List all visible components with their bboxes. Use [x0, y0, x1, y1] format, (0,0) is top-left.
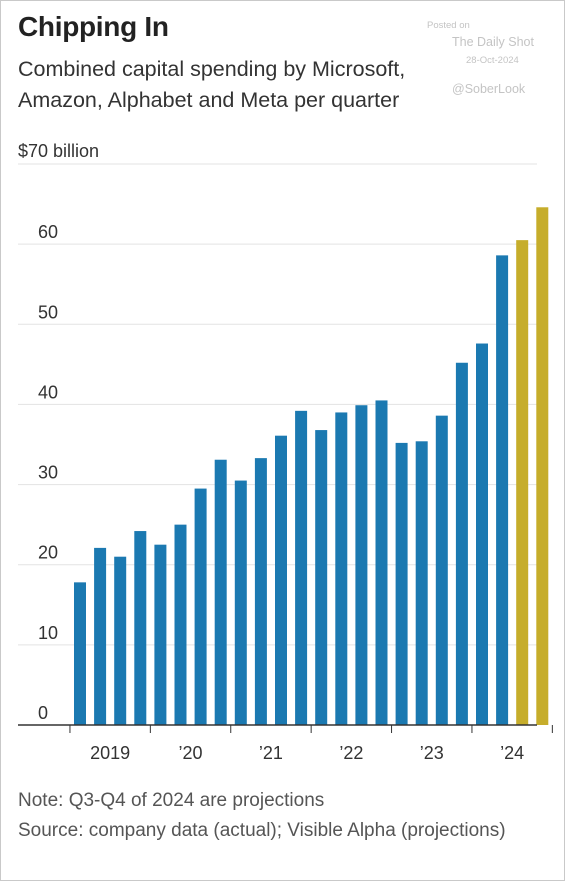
bar-2019-q1: [74, 582, 86, 725]
watermark-handle: @SoberLook: [452, 82, 526, 96]
bar-2024-q2: [496, 255, 509, 725]
bar-2023-q1: [395, 442, 408, 725]
bar-2020-q4: [214, 459, 227, 725]
bar-2023-q2: [415, 441, 428, 725]
bar-2020-q3: [194, 488, 207, 725]
y-tick-label-30: 30: [38, 463, 58, 483]
x-tick-label-3: ’22: [339, 743, 363, 763]
bar-2023-q4: [455, 362, 468, 725]
bar-2021-q2: [254, 458, 267, 725]
y-tick-label-50: 50: [38, 302, 58, 322]
bar-2024-q3: [516, 240, 529, 725]
x-tick-label-5: ’24: [500, 743, 524, 763]
chart-subtitle: Combined capital spending by Microsoft, …: [18, 57, 406, 112]
bar-2019-q2: [94, 547, 107, 725]
projection-note: Note: Q3-Q4 of 2024 are projections: [18, 790, 325, 811]
bar-2020-q2: [174, 524, 187, 725]
y-axis-unit-label: $70 billion: [18, 141, 100, 161]
y-tick-label-10: 10: [38, 623, 58, 643]
chart-title: Chipping In: [18, 11, 169, 42]
bar-2021-q1: [234, 480, 247, 725]
bar-2024-q1: [476, 343, 488, 725]
x-tick-label-1: ’20: [179, 743, 203, 763]
watermark-posted: Posted on: [427, 20, 470, 31]
source-note: Source: company data (actual); Visible A…: [18, 820, 506, 841]
y-tick-label-60: 60: [38, 222, 58, 242]
bar-2022-q2: [335, 412, 348, 725]
bar-2023-q3: [435, 415, 448, 725]
bar-2024-q4: [536, 207, 549, 725]
bar-2020-q1: [154, 544, 167, 725]
x-tick-label-0: 2019: [90, 743, 130, 763]
bar-2022-q1: [315, 430, 328, 725]
bar-2021-q4: [295, 410, 308, 725]
bar-2021-q3: [275, 435, 287, 725]
watermark-date: 28-Oct-2024: [466, 55, 519, 66]
bar-2022-q4: [375, 400, 388, 725]
watermark-source: The Daily Shot: [452, 35, 534, 49]
y-tick-label-40: 40: [38, 382, 58, 402]
y-tick-label-20: 20: [38, 543, 58, 563]
y-tick-label-0: 0: [38, 703, 48, 723]
chart-footnote: Note: Q3-Q4 of 2024 are projections Sour…: [18, 786, 538, 846]
x-tick-label-4: ’23: [420, 743, 444, 763]
bar-2019-q3: [114, 556, 127, 725]
bar-2019-q4: [134, 531, 147, 725]
x-tick-label-2: ’21: [259, 743, 283, 763]
bar-2022-q3: [355, 405, 368, 725]
